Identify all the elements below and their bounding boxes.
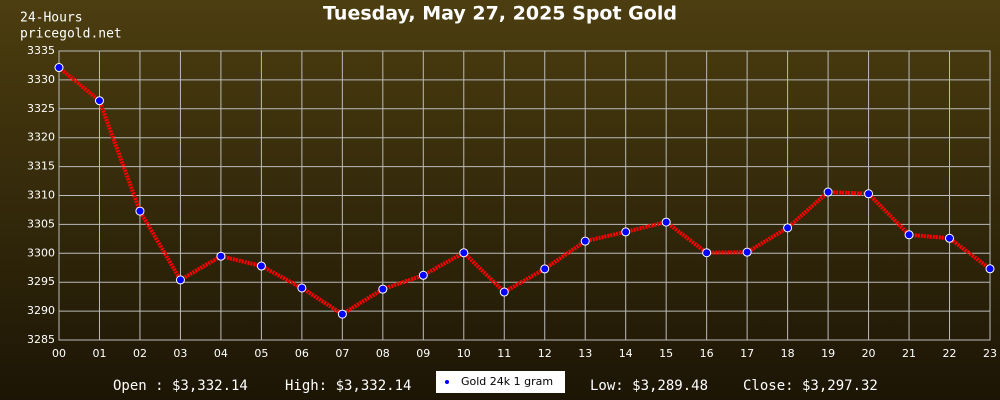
point <box>823 187 833 197</box>
point <box>297 283 307 293</box>
point <box>54 63 64 73</box>
x-tick-label: 20 <box>862 347 876 360</box>
x-tick-label: 05 <box>254 347 268 360</box>
point <box>985 264 995 274</box>
point <box>580 236 590 246</box>
x-tick-label: 22 <box>943 347 957 360</box>
x-tick-label: 21 <box>902 347 916 360</box>
x-tick-label: 07 <box>335 347 349 360</box>
x-tick-label: 18 <box>781 347 795 360</box>
point <box>378 284 388 294</box>
y-tick-label: 3310 <box>27 189 55 202</box>
footer-high: High: $3,332.14 <box>285 378 411 394</box>
x-tick-label: 10 <box>457 347 471 360</box>
point <box>135 206 145 216</box>
point <box>94 96 104 106</box>
x-tick-label: 00 <box>52 347 66 360</box>
x-tick-label: 08 <box>376 347 390 360</box>
y-tick-label: 3335 <box>27 44 55 57</box>
series-line <box>57 65 992 317</box>
y-tick-label: 3300 <box>27 246 55 259</box>
point <box>418 270 428 280</box>
point <box>216 251 226 261</box>
x-tick-label: 11 <box>497 347 511 360</box>
legend-marker <box>445 380 449 384</box>
legend-label: Gold 24k 1 gram <box>461 375 553 388</box>
y-tick-label: 3330 <box>27 73 55 86</box>
y-tick-label: 3315 <box>27 160 55 173</box>
point <box>864 189 874 199</box>
x-tick-label: 17 <box>740 347 754 360</box>
chart-title: Tuesday, May 27, 2025 Spot Gold <box>323 3 677 25</box>
x-tick-label: 04 <box>214 347 228 360</box>
x-tick-label: 12 <box>538 347 552 360</box>
y-tick-label: 3285 <box>27 333 55 346</box>
point <box>783 223 793 233</box>
y-tick-label: 3290 <box>27 304 55 317</box>
x-tick-label: 19 <box>821 347 835 360</box>
point <box>499 287 509 297</box>
point <box>742 247 752 257</box>
legend-box <box>436 371 565 393</box>
point <box>337 309 347 319</box>
point <box>459 248 469 258</box>
x-tick-label: 06 <box>295 347 309 360</box>
x-tick-label: 09 <box>416 347 430 360</box>
point <box>702 248 712 258</box>
x-tick-label: 01 <box>92 347 106 360</box>
point <box>621 227 631 237</box>
footer-close: Close: $3,297.32 <box>743 378 878 394</box>
point <box>661 217 671 227</box>
x-tick-label: 16 <box>700 347 714 360</box>
y-tick-label: 3320 <box>27 131 55 144</box>
point <box>175 275 185 285</box>
point <box>540 264 550 274</box>
y-tick-label: 3295 <box>27 275 55 288</box>
x-tick-label: 03 <box>173 347 187 360</box>
footer-open: Open : $3,332.14 <box>113 378 248 394</box>
x-tick-label: 15 <box>659 347 673 360</box>
x-tick-label: 02 <box>133 347 147 360</box>
x-tick-label: 23 <box>983 347 997 360</box>
x-tick-label: 14 <box>619 347 633 360</box>
y-tick-label: 3325 <box>27 102 55 115</box>
y-tick-label: 3305 <box>27 217 55 230</box>
x-tick-label: 13 <box>578 347 592 360</box>
corner-label: 24-Hours <box>20 11 83 26</box>
corner-label: pricegold.net <box>20 27 122 42</box>
point <box>256 261 266 271</box>
footer-low: Low: $3,289.48 <box>590 378 708 394</box>
point <box>904 230 914 240</box>
point <box>945 233 955 243</box>
